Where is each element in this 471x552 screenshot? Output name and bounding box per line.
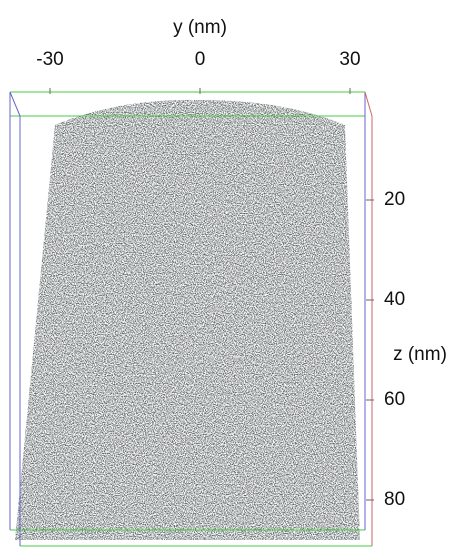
right-tick-label: 20 [384, 189, 405, 210]
right-tick-label: 60 [384, 389, 405, 410]
point-cloud [15, 99, 360, 541]
right-tick-label: 80 [384, 489, 405, 510]
right-axis-label: z (nm) [393, 344, 447, 365]
top-tick-label: 0 [195, 49, 206, 70]
top-tick-label: 30 [339, 49, 360, 70]
top-axis-label: y (nm) [173, 17, 227, 38]
bounding-box [9, 91, 373, 547]
top-tick-label: -30 [36, 49, 63, 70]
right-tick-label: 40 [384, 289, 405, 310]
